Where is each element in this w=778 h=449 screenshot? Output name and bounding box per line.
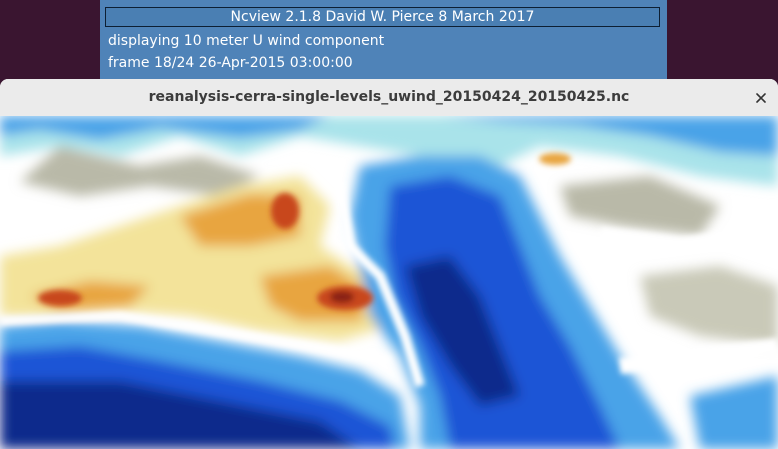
wind-field-plot: [0, 116, 778, 449]
ncview-title-label: Ncview 2.1.8 David W. Pierce 8 March 201…: [105, 7, 660, 27]
window-title: reanalysis-cerra-single-levels_uwind_201…: [148, 89, 630, 105]
frame-label: frame 18/24 26-Apr-2015 03:00:00: [108, 55, 353, 71]
wind-field-image[interactable]: [0, 116, 778, 449]
window-titlebar[interactable]: reanalysis-cerra-single-levels_uwind_201…: [0, 79, 778, 117]
ncview-control-window: Ncview 2.1.8 David W. Pierce 8 March 201…: [100, 0, 667, 80]
close-icon: [755, 92, 767, 104]
variable-label: displaying 10 meter U wind component: [108, 33, 385, 49]
close-button[interactable]: [750, 87, 772, 109]
image-window: reanalysis-cerra-single-levels_uwind_201…: [0, 79, 778, 449]
